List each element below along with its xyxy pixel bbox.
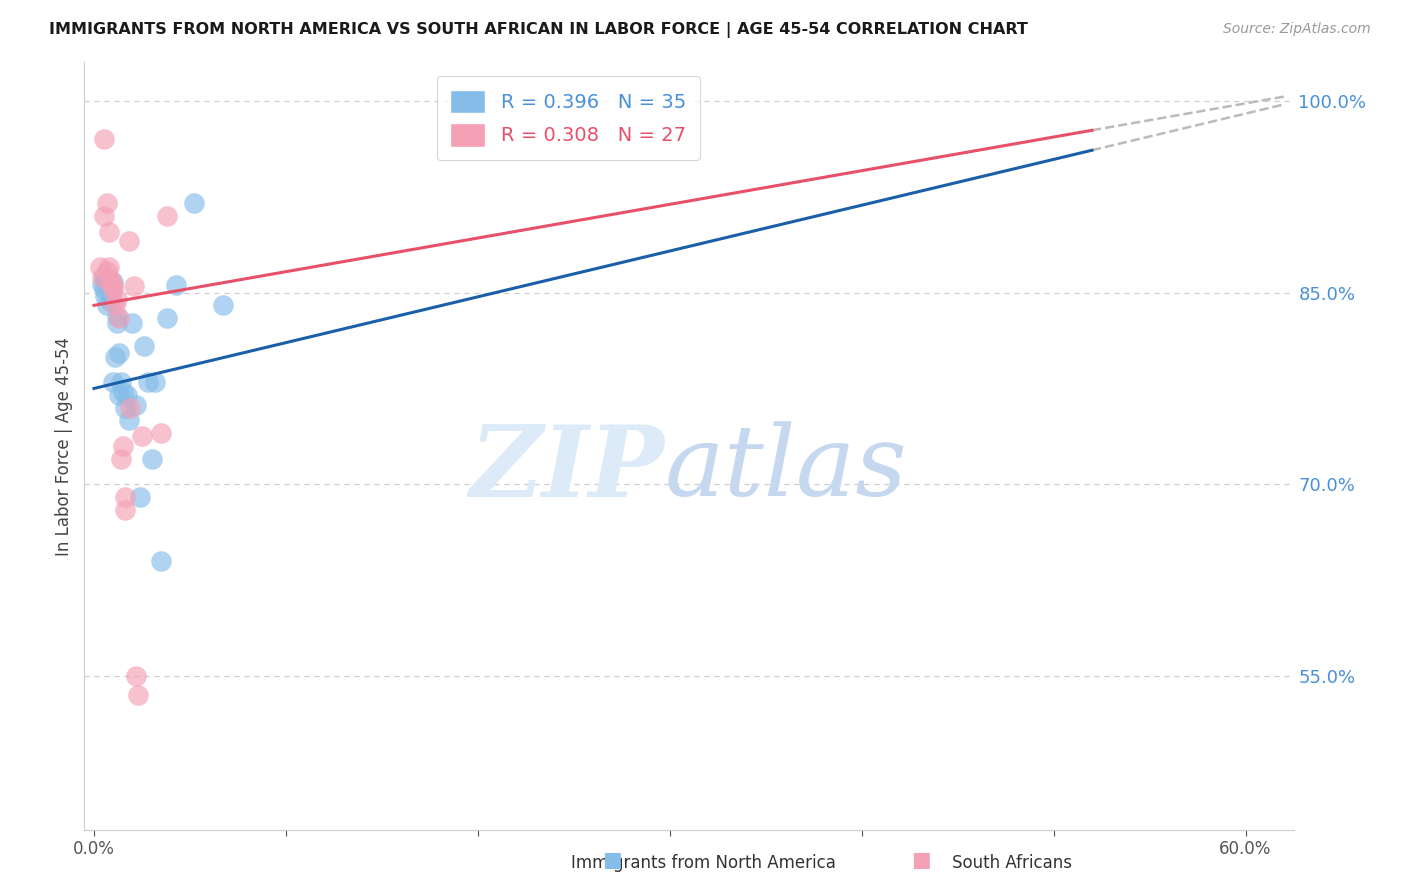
- Point: [129, 490, 152, 504]
- Point: [96, 264, 118, 278]
- Point: [145, 375, 167, 389]
- Point: [156, 209, 179, 223]
- Point: [93, 209, 115, 223]
- Text: Source: ZipAtlas.com: Source: ZipAtlas.com: [1223, 22, 1371, 37]
- Point: [90, 270, 112, 285]
- Point: [89, 260, 111, 274]
- Point: [211, 298, 233, 312]
- Point: [98, 276, 121, 290]
- Point: [98, 282, 121, 296]
- Point: [117, 413, 139, 427]
- Point: [93, 270, 115, 285]
- Point: [105, 309, 128, 323]
- Point: [101, 375, 124, 389]
- Point: [93, 132, 115, 146]
- Point: [110, 451, 132, 466]
- Point: [121, 316, 143, 330]
- Legend: R = 0.396   N = 35, R = 0.308   N = 27: R = 0.396 N = 35, R = 0.308 N = 27: [436, 76, 700, 161]
- Point: [100, 277, 122, 291]
- Text: ■: ■: [602, 850, 621, 870]
- Point: [96, 298, 118, 312]
- Point: [108, 388, 131, 402]
- Point: [183, 196, 205, 211]
- Point: [108, 311, 131, 326]
- Point: [150, 554, 173, 568]
- Point: [101, 276, 124, 290]
- Point: [94, 273, 117, 287]
- Point: [111, 385, 134, 400]
- Point: [93, 282, 115, 296]
- Point: [115, 388, 138, 402]
- Point: [105, 316, 128, 330]
- Text: Immigrants from North America: Immigrants from North America: [571, 855, 835, 872]
- Point: [111, 439, 134, 453]
- Point: [110, 375, 132, 389]
- Point: [108, 345, 131, 359]
- Point: [166, 277, 188, 292]
- Point: [125, 669, 148, 683]
- Point: [101, 279, 124, 293]
- Point: [122, 279, 145, 293]
- Text: atlas: atlas: [665, 421, 907, 516]
- Point: [96, 279, 118, 293]
- Text: IMMIGRANTS FROM NORTH AMERICA VS SOUTH AFRICAN IN LABOR FORCE | AGE 45-54 CORREL: IMMIGRANTS FROM NORTH AMERICA VS SOUTH A…: [49, 22, 1028, 38]
- Text: ZIP: ZIP: [470, 421, 665, 517]
- Point: [104, 298, 127, 312]
- Point: [114, 401, 136, 415]
- Point: [100, 288, 122, 302]
- Y-axis label: In Labor Force | Age 45-54: In Labor Force | Age 45-54: [55, 336, 73, 556]
- Point: [156, 311, 179, 326]
- Point: [100, 294, 122, 309]
- Point: [100, 273, 122, 287]
- Point: [114, 503, 136, 517]
- Text: ■: ■: [911, 850, 931, 870]
- Point: [114, 490, 136, 504]
- Point: [141, 451, 163, 466]
- Point: [117, 235, 139, 249]
- Point: [125, 398, 148, 412]
- Point: [120, 401, 142, 415]
- Point: [150, 426, 173, 441]
- Point: [127, 688, 149, 702]
- Point: [104, 350, 127, 364]
- Point: [96, 196, 118, 211]
- Point: [131, 429, 153, 443]
- Point: [90, 277, 112, 291]
- Text: South Africans: South Africans: [952, 855, 1073, 872]
- Point: [98, 260, 121, 274]
- Point: [98, 226, 121, 240]
- Point: [132, 339, 155, 353]
- Point: [101, 282, 124, 296]
- Point: [105, 292, 128, 306]
- Point: [136, 375, 159, 389]
- Point: [94, 289, 117, 303]
